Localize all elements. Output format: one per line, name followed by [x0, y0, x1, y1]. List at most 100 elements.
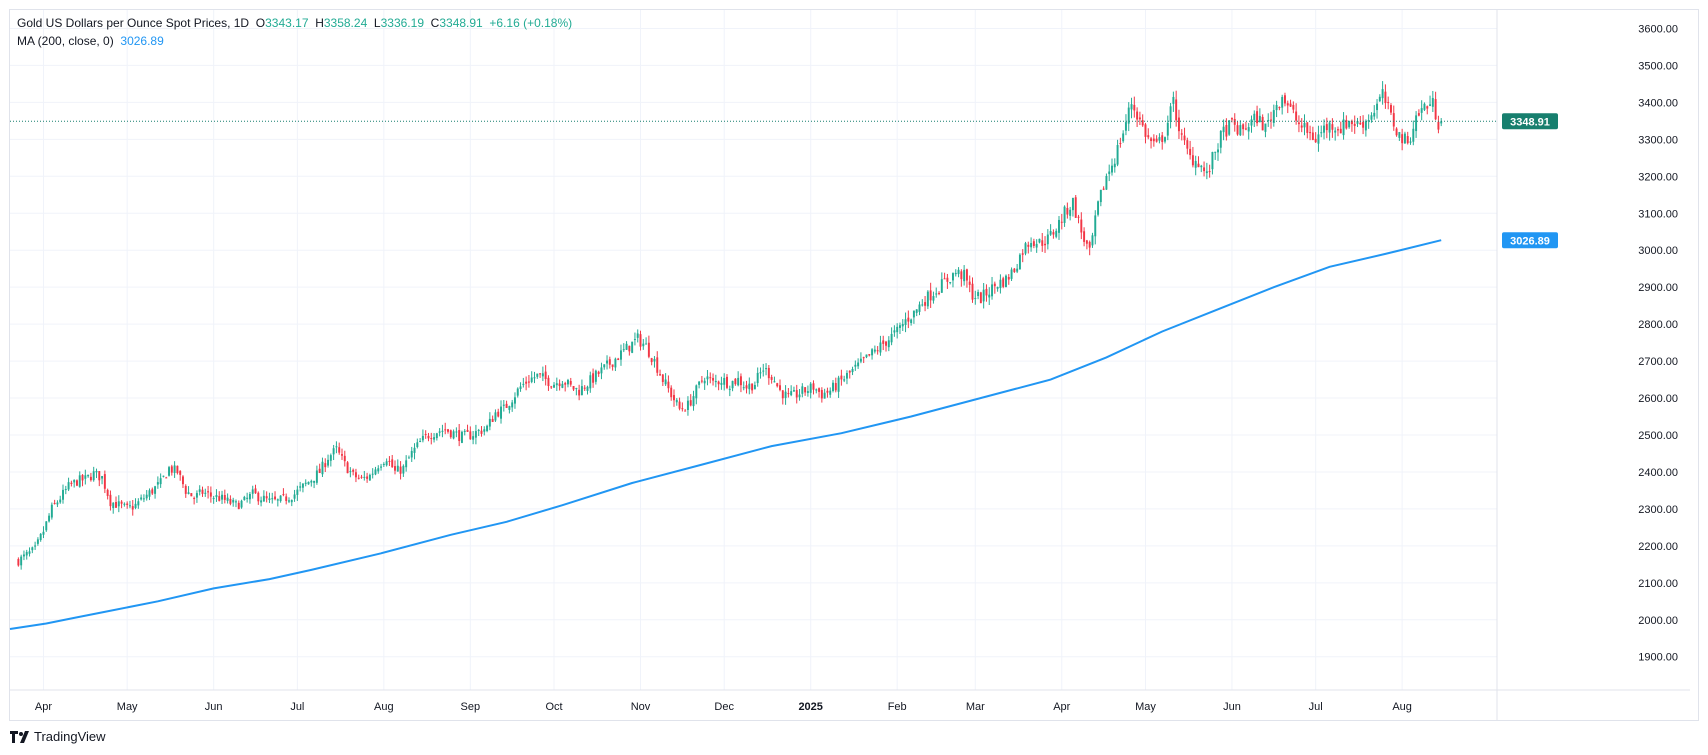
- candle-body: [792, 390, 795, 392]
- candle-body: [1010, 269, 1013, 279]
- candle-body: [1387, 102, 1390, 104]
- candle-body: [449, 430, 452, 438]
- candle-body: [578, 389, 581, 396]
- candle-body: [779, 385, 781, 390]
- candle-body: [1007, 277, 1010, 280]
- candle-body: [341, 454, 343, 456]
- candle-body: [533, 377, 536, 379]
- candle-body: [951, 273, 954, 281]
- legend-ma[interactable]: MA (200, close, 0) 3026.89: [17, 34, 164, 48]
- candle-body: [508, 406, 511, 410]
- candle-body: [455, 431, 458, 433]
- candle-body: [293, 494, 296, 499]
- candle-body: [1002, 278, 1005, 287]
- candle-body: [993, 283, 996, 287]
- candle-body: [1175, 99, 1178, 121]
- candle-body: [89, 476, 92, 481]
- candle-body: [873, 349, 876, 352]
- candle-body: [413, 447, 416, 453]
- candle-body: [820, 390, 823, 399]
- candle-body: [335, 446, 338, 448]
- candle-body: [34, 545, 37, 547]
- candle-body: [394, 466, 396, 471]
- candle-body: [1211, 152, 1214, 170]
- candle-body: [1261, 116, 1264, 131]
- candle-body: [603, 364, 606, 368]
- candle-body: [1325, 124, 1328, 131]
- candle-body: [366, 476, 369, 479]
- candle-body: [494, 412, 497, 421]
- candle-body: [265, 496, 268, 499]
- x-tick-label: Feb: [888, 701, 907, 713]
- candle-body: [686, 400, 689, 411]
- candle-body: [935, 293, 938, 295]
- candle-body: [862, 357, 865, 359]
- candle-body: [974, 297, 977, 299]
- candle-body: [516, 388, 519, 396]
- candle-body: [1203, 167, 1206, 172]
- candle-body: [165, 477, 168, 479]
- candle-body: [25, 552, 28, 556]
- candle-body: [243, 496, 246, 500]
- candle-body: [1108, 171, 1111, 175]
- candle-body: [1102, 188, 1105, 190]
- candle-body: [547, 377, 550, 387]
- ma-value-badge: 3026.89: [1510, 235, 1550, 247]
- candle-body: [1429, 104, 1432, 106]
- candle-body: [1041, 240, 1044, 246]
- y-tick-label: 3300.00: [1638, 134, 1678, 146]
- candle-body: [218, 496, 221, 501]
- candle-body: [845, 373, 848, 379]
- candle-body: [1105, 175, 1108, 190]
- candle-body: [1030, 243, 1033, 248]
- candle-body: [276, 499, 279, 501]
- candle-body: [416, 442, 419, 448]
- candle-body: [1197, 163, 1200, 168]
- candle-body: [17, 559, 20, 566]
- candle-body: [1186, 140, 1189, 149]
- candle-body: [1350, 120, 1353, 125]
- chart-frame: [9, 9, 1699, 721]
- candle-body: [131, 506, 134, 510]
- candle-body: [801, 386, 804, 394]
- candle-body: [1049, 231, 1052, 235]
- candle-body: [106, 489, 109, 496]
- candle-body: [636, 333, 639, 338]
- candle-body: [898, 325, 901, 328]
- y-tick-label: 1900.00: [1638, 652, 1678, 664]
- candle-body: [232, 499, 235, 503]
- candle-body: [848, 370, 851, 373]
- candle-body: [896, 326, 899, 333]
- ma-value-badge-bg: [1502, 232, 1558, 249]
- candle-body: [1384, 91, 1387, 104]
- candle-body: [734, 378, 737, 385]
- candle-body: [692, 396, 695, 407]
- legend-title: Gold US Dollars per Ounce Spot Prices, 1…: [17, 16, 250, 30]
- candle-body: [1420, 108, 1423, 113]
- candle-body: [756, 372, 759, 384]
- candle-body: [837, 377, 840, 392]
- candle-body: [301, 483, 304, 488]
- candle-body: [1437, 121, 1440, 130]
- legend-ohlc: Gold US Dollars per Ounce Spot Prices, 1…: [17, 16, 572, 30]
- candle-body: [360, 476, 363, 478]
- candle-body: [1244, 128, 1247, 130]
- candle-body: [1292, 104, 1295, 110]
- candle-body: [368, 474, 371, 481]
- candle-body: [497, 411, 500, 417]
- tradingview-branding[interactable]: TradingView: [10, 729, 106, 744]
- candle-body: [653, 359, 656, 362]
- legend-close-label: C: [430, 16, 440, 30]
- candle-body: [1353, 123, 1356, 126]
- candle-body: [1169, 106, 1172, 122]
- candle-body: [195, 493, 198, 498]
- candle-body: [1314, 138, 1317, 143]
- candle-body: [1426, 106, 1429, 109]
- candle-body: [617, 358, 620, 360]
- candle-body: [1038, 238, 1041, 243]
- candle-body: [882, 340, 885, 344]
- candle-body: [1060, 221, 1063, 223]
- x-tick-label: Sep: [461, 701, 481, 713]
- candle-body: [748, 383, 751, 390]
